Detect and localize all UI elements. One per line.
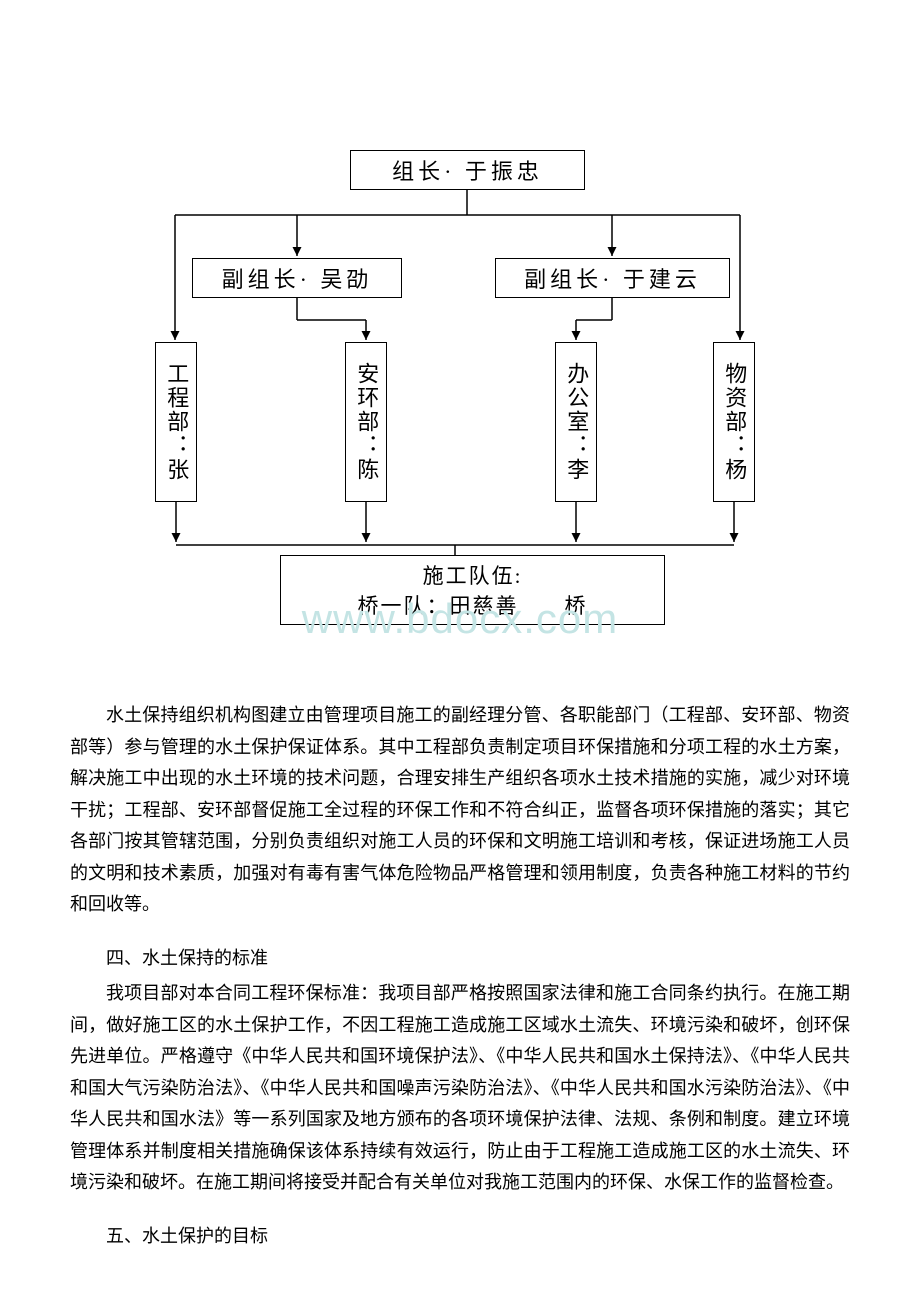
node-deputy-2-label: 副组长· 于建云 — [524, 262, 701, 294]
org-chart-diagram: 组长· 于振忠 副组长· 吴劭 副组长· 于建云 工程部：张 安环部：陈 办公室… — [0, 40, 920, 620]
node-deputy-1: 副组长· 吴劭 — [192, 258, 402, 298]
node-leader: 组长· 于振忠 — [350, 150, 585, 190]
node-team-line1: 施工队伍: — [423, 560, 523, 590]
diagram-connectors — [0, 40, 920, 620]
paragraph-2: 我项目部对本合同工程环保标准：我项目部严格按照国家法律和施工合同条约执行。在施工… — [70, 978, 850, 1199]
node-dept-safety-env-label: 安环部：陈 — [353, 362, 379, 482]
document-body: 水土保持组织机构图建立由管理项目施工的副经理分管、各职能部门（工程部、安环部、物… — [70, 700, 850, 1252]
section-heading-4: 四、水土保持的标准 — [70, 943, 850, 975]
paragraph-1: 水土保持组织机构图建立由管理项目施工的副经理分管、各职能部门（工程部、安环部、物… — [70, 700, 850, 921]
node-leader-label: 组长· 于振忠 — [392, 154, 543, 186]
watermark-text: www.bdocx.com — [302, 595, 618, 643]
node-dept-engineering: 工程部：张 — [155, 342, 197, 502]
section-heading-5: 五、水土保护的目标 — [70, 1221, 850, 1253]
node-dept-engineering-label: 工程部：张 — [163, 362, 189, 482]
node-dept-office: 办公室：李 — [555, 342, 597, 502]
node-dept-materials: 物资部：杨 — [713, 342, 755, 502]
node-dept-office-label: 办公室：李 — [563, 362, 589, 482]
node-deputy-1-label: 副组长· 吴劭 — [222, 262, 373, 294]
node-deputy-2: 副组长· 于建云 — [495, 258, 730, 298]
node-dept-materials-label: 物资部：杨 — [721, 362, 747, 482]
node-dept-safety-env: 安环部：陈 — [345, 342, 387, 502]
